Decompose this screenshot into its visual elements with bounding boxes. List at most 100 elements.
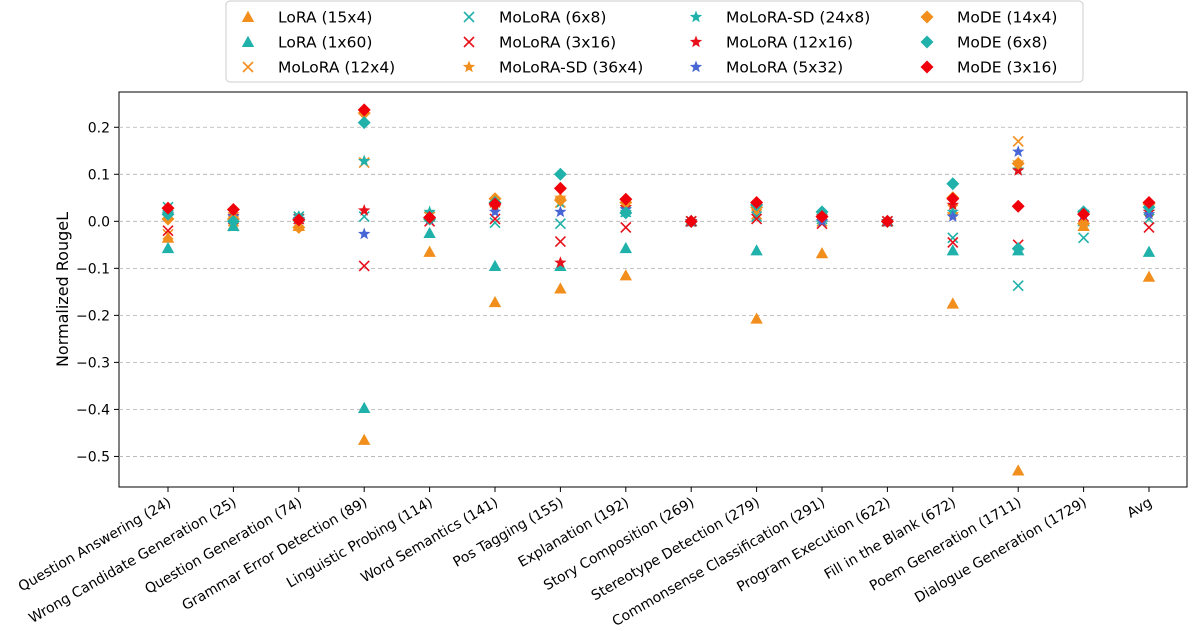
data-point [1012,280,1024,292]
data-point [1142,245,1156,257]
legend-marker [689,35,703,48]
data-point [488,295,502,308]
plot-area [118,91,1188,488]
data-point [947,232,959,244]
data-point [554,218,566,230]
data-point [946,297,959,309]
data-point [1011,242,1025,256]
legend-marker [241,35,255,47]
legend-label: MoLoRA-SD (36x4) [499,59,643,77]
data-point [554,282,567,294]
data-point [946,192,960,206]
data-point [489,217,501,229]
legend-item: MoLoRA (12x4) [242,59,395,77]
legend-label: MoLoRA (3x16) [499,34,616,52]
legend-marker [462,60,476,73]
data-point [553,181,567,195]
x-tick-label: Avg [1125,495,1155,522]
data-point [161,241,175,254]
data-point [815,247,829,259]
data-point [619,206,633,220]
data-point [946,244,959,256]
x-tick-label: Pos Tagging (155) [450,495,566,571]
data-point [554,256,567,268]
data-point [1012,464,1025,476]
data-point [162,228,174,241]
legend-marker [920,60,934,74]
x-axis-ticks: Question Answering (24)Wrong Candidate G… [16,487,1155,630]
data-point [620,221,632,233]
y-tick-label: 0.1 [88,167,110,183]
data-point [423,226,436,239]
data-point [358,211,370,223]
data-point [880,214,894,228]
data-point [553,193,567,207]
legend-item: MoLoRA (6x8) [463,9,606,27]
data-point [358,260,370,272]
data-point [1078,232,1090,244]
x-tick-label: Explanation (192) [516,495,632,571]
data-point [751,211,763,223]
y-tick-label: −0.3 [76,355,110,371]
data-point [684,214,698,228]
data-point [357,116,371,130]
legend-item: MoLoRA (12x16) [689,34,853,52]
data-point [619,192,633,206]
data-points [161,103,1156,476]
data-point [750,244,763,256]
data-point [1142,196,1156,210]
data-point [226,214,240,228]
legend-label: MoLoRA (12x16) [726,34,853,52]
legend-item: MoDE (14x4) [920,9,1057,27]
legend-marker [689,10,703,23]
legend-label: MoLoRA (5x32) [726,59,843,77]
legend-marker [463,11,475,23]
legend-item: LoRA (15x4) [241,9,372,27]
data-point [357,103,371,117]
data-point [947,236,959,249]
data-point [1012,145,1025,157]
data-point [358,227,371,240]
legend-label: MoDE (3x16) [957,59,1057,77]
legend: LoRA (15x4) LoRA (1x60) MoLoRA (12x4) MoLoR… [225,0,1084,83]
data-point [1142,270,1156,282]
data-point [358,401,371,413]
data-point [488,259,502,271]
data-point [423,245,436,257]
legend-item: MoLoRA (3x16) [463,34,616,52]
data-point [554,205,567,218]
data-point [161,201,175,215]
legend-marker [241,10,255,22]
legend-marker [689,60,703,73]
data-point [358,154,371,167]
legend-marker [920,35,934,49]
y-axis-label: Normalized RougeL [53,212,72,367]
legend-marker [242,61,254,73]
data-point [750,196,764,210]
data-point [292,220,306,234]
data-point [1077,217,1091,231]
data-point [751,213,763,225]
data-point [619,241,632,254]
data-point [1011,199,1025,213]
data-point [423,211,437,225]
legend-item: LoRA (1x60) [241,34,372,52]
y-tick-label: −0.1 [76,261,110,277]
data-point [750,312,763,324]
legend-label: MoLoRA (6x8) [499,9,606,27]
data-point [619,269,632,281]
legend-item: MoDE (6x8) [920,34,1048,52]
data-point [1011,156,1025,170]
data-point [946,210,959,222]
y-tick-label: 0.0 [88,214,110,230]
legend-item: MoLoRA (5x32) [689,59,843,77]
data-point [488,205,502,218]
data-point [553,167,567,181]
legend-label: MoDE (14x4) [957,9,1057,27]
legend-label: LoRA (1x60) [278,34,372,52]
data-point [292,213,306,227]
data-point [1012,135,1024,147]
legend-item: MoLoRA-SD (24x8) [689,9,870,27]
y-tick-label: −0.4 [76,402,110,418]
